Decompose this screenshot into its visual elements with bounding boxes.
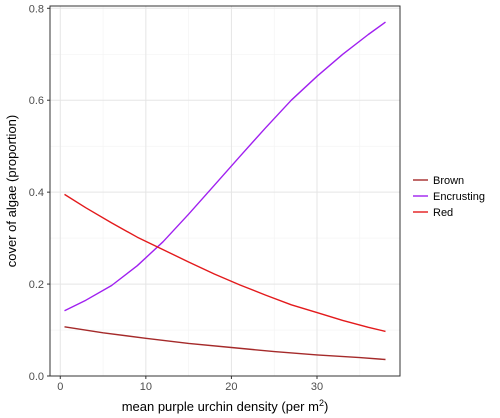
x-axis-title-main: mean purple urchin density (per m	[122, 399, 319, 414]
x-axis-title-close: )	[324, 399, 328, 414]
axis-ticks: 0 10 20 30 0.0 0.2 0.4 0.6 0.8	[29, 3, 323, 393]
legend-label-encrusting: Encrusting	[433, 191, 485, 203]
series-line-brown	[64, 326, 386, 361]
y-tick-label: 0.8	[29, 3, 44, 15]
x-tick-label: 30	[311, 381, 323, 393]
legend-label-red: Red	[433, 207, 453, 219]
x-axis-title: mean purple urchin density (per m2)	[122, 398, 329, 414]
legend-label-brown: Brown	[433, 175, 464, 187]
x-tick-label: 0	[57, 381, 63, 393]
y-tick-label: 0.2	[29, 279, 44, 291]
grid	[50, 6, 400, 377]
series-line-red	[64, 193, 386, 333]
y-axis-title: cover of algae (proportion)	[4, 115, 19, 267]
y-tick-label: 0.0	[29, 371, 44, 383]
series-line-encrusting	[64, 21, 386, 312]
series-lines	[64, 21, 386, 361]
legend: Brown Encrusting Red	[413, 175, 485, 219]
x-tick-label: 10	[140, 381, 152, 393]
y-tick-label: 0.6	[29, 95, 44, 107]
y-tick-label: 0.4	[29, 187, 44, 199]
x-axis-title-superscript: 2	[319, 398, 324, 408]
plot-panel	[49, 5, 401, 377]
x-tick-label: 20	[225, 381, 237, 393]
